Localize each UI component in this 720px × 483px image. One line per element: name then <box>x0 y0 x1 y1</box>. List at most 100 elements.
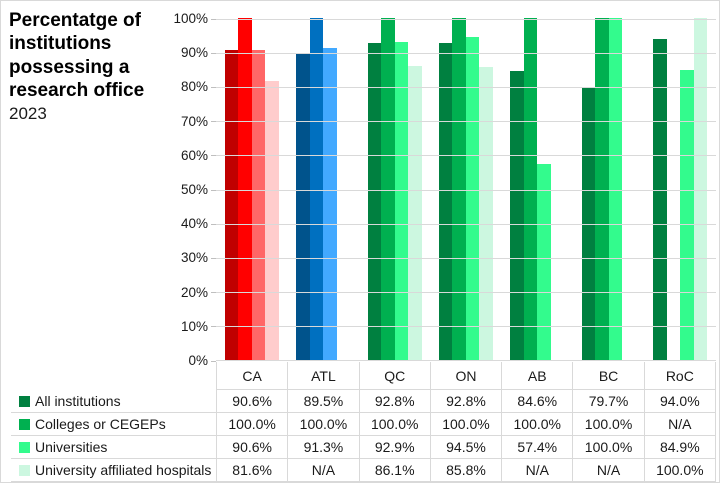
bar <box>479 66 493 360</box>
y-axis-tick <box>211 52 216 54</box>
bar-group-qc <box>359 18 430 360</box>
legend-label: University affiliated hospitals <box>35 462 212 478</box>
bar <box>653 38 667 360</box>
table-cell: 92.8% <box>358 390 430 412</box>
bar <box>394 42 409 360</box>
bar <box>465 36 480 360</box>
bar <box>296 53 310 360</box>
bar <box>452 18 466 360</box>
table-cell: 91.3% <box>287 436 358 458</box>
bar <box>224 50 239 360</box>
bar-group-roc <box>645 18 716 360</box>
table-cell: 94.5% <box>429 436 501 458</box>
table-cell: 92.8% <box>429 390 501 412</box>
table-cell: 81.6% <box>216 459 287 481</box>
bar <box>438 42 453 360</box>
x-axis-label-atl: ATL <box>287 362 358 389</box>
table-row: University affiliated hospitals 81.6% N/A 8… <box>11 459 716 482</box>
bar <box>608 18 623 360</box>
table-cell: 100.0% <box>429 413 501 435</box>
y-axis-label: 0% <box>188 353 208 368</box>
legend-cell: Colleges or CEGEPs <box>11 413 216 435</box>
table-cell: 57.4% <box>501 436 572 458</box>
table-cell: 100.0% <box>216 413 287 435</box>
bar <box>265 80 279 360</box>
table-cell: 89.5% <box>287 390 358 412</box>
x-axis-label-bc: BC <box>572 362 643 389</box>
table-cell: 92.9% <box>358 436 430 458</box>
table-cell: 94.0% <box>643 390 716 412</box>
x-axis-label-ca: CA <box>216 362 287 389</box>
bar-group-ab <box>502 18 573 360</box>
legend-label: All institutions <box>35 393 121 409</box>
legend-swatch <box>19 441 30 453</box>
table-row: Universities 90.6% 91.3% 92.9% 94.5% 57.4% 100… <box>11 436 716 459</box>
bar <box>693 18 708 360</box>
legend-cell: University affiliated hospitals <box>11 459 216 481</box>
y-axis-tick <box>211 121 216 123</box>
table-cell: 100.0% <box>572 436 643 458</box>
y-axis-label: 60% <box>180 147 208 163</box>
gridline <box>216 121 716 123</box>
bar <box>595 18 609 360</box>
bar <box>309 18 324 360</box>
y-axis-tick <box>211 18 216 20</box>
y-axis-tick <box>211 223 216 225</box>
gridline <box>216 86 716 88</box>
bar <box>251 50 266 360</box>
y-axis-tick <box>211 155 216 157</box>
legend-label: Universities <box>35 439 108 455</box>
table-cell: N/A <box>287 459 358 481</box>
gridline <box>216 326 716 328</box>
gridline <box>216 257 716 259</box>
y-axis-tick <box>211 189 216 191</box>
table-cell: 84.6% <box>501 390 572 412</box>
table-cell: 85.8% <box>429 459 501 481</box>
table-cell: 90.6% <box>216 390 287 412</box>
data-table: All institutions 90.6% 89.5% 92.8% 92.8% 84.6… <box>11 390 716 482</box>
bar <box>537 163 551 360</box>
legend-cell: All institutions <box>11 390 216 412</box>
plot-area <box>216 18 716 361</box>
x-axis-label-roc: RoC <box>643 362 716 389</box>
legend-label: Colleges or CEGEPs <box>35 416 166 432</box>
y-axis-label: 70% <box>180 113 208 129</box>
y-axis-tick <box>211 86 216 88</box>
bar <box>523 18 538 360</box>
table-cell: 100.0% <box>287 413 358 435</box>
table-row: All institutions 90.6% 89.5% 92.8% 92.8% 84.6… <box>11 390 716 413</box>
y-axis-label: 80% <box>180 79 208 95</box>
bar <box>381 18 395 360</box>
x-axis-label-qc: QC <box>358 362 430 389</box>
table-cell: N/A <box>572 459 643 481</box>
y-axis-label: 20% <box>180 284 208 300</box>
legend-swatch <box>19 395 30 407</box>
gridline <box>216 18 716 20</box>
table-cell: 100.0% <box>358 413 430 435</box>
gridline <box>216 155 716 157</box>
y-axis-tick <box>211 360 216 362</box>
x-axis-label-on: ON <box>429 362 501 389</box>
table-row: Colleges or CEGEPs 100.0% 100.0% 100.0% 100.… <box>11 413 716 436</box>
bar <box>238 18 252 360</box>
legend-swatch <box>19 418 30 430</box>
gridline <box>216 189 716 191</box>
bar <box>510 70 524 360</box>
y-axis-label: 40% <box>180 216 208 232</box>
table-cell: 86.1% <box>358 459 430 481</box>
bar <box>323 47 337 360</box>
table-cell: 100.0% <box>643 459 716 481</box>
y-axis-label: 100% <box>173 11 208 26</box>
y-axis-label: 30% <box>180 250 208 266</box>
bar <box>680 69 694 360</box>
y-axis-tick <box>211 326 216 328</box>
y-axis-label: 10% <box>180 318 208 334</box>
y-axis-label: 50% <box>180 182 208 197</box>
table-cell: N/A <box>501 459 572 481</box>
gridline <box>216 292 716 294</box>
table-cell: 79.7% <box>572 390 643 412</box>
table-cell: 90.6% <box>216 436 287 458</box>
x-axis-header-row: CA ATL QC ON AB BC RoC <box>216 362 716 390</box>
legend-cell: Universities <box>11 436 216 458</box>
